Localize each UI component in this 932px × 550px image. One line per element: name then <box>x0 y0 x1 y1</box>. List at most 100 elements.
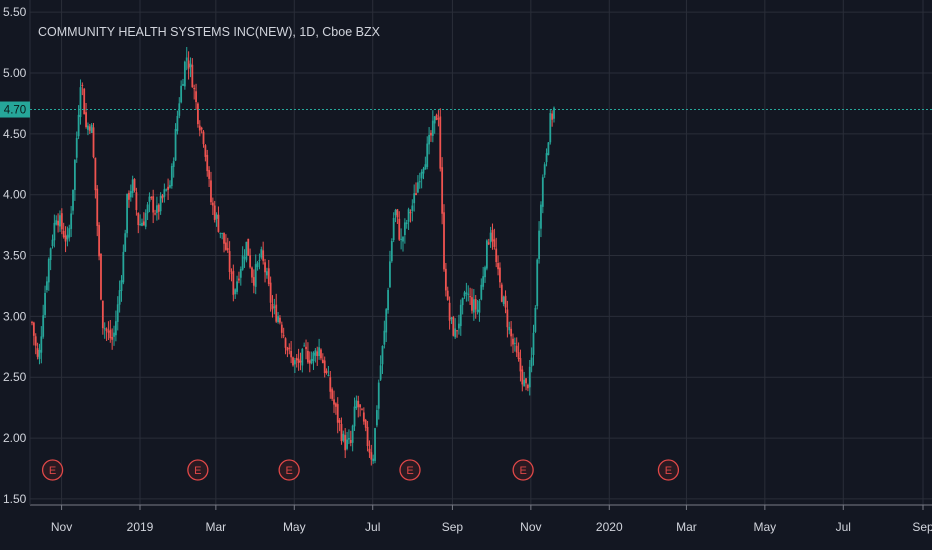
candle-body <box>320 349 322 359</box>
earnings-marker[interactable] <box>657 459 680 481</box>
candle-body <box>113 332 115 337</box>
candle-body <box>463 292 466 297</box>
candle-body <box>459 304 462 327</box>
candle-body <box>381 345 384 365</box>
candle-body <box>124 233 127 252</box>
candle-body <box>512 338 514 345</box>
candle-body <box>450 317 453 319</box>
candle-body <box>254 264 257 287</box>
candle-body <box>405 222 408 225</box>
candle-body <box>116 304 119 322</box>
candle-body <box>193 87 196 90</box>
chart-title: COMMUNITY HEALTH SYSTEMS INC(NEW), 1D, C… <box>38 25 381 39</box>
candle-body <box>167 186 169 190</box>
candle-body <box>135 192 138 211</box>
candle-body <box>424 164 427 170</box>
candle-body <box>400 238 403 240</box>
candle-body <box>476 309 479 312</box>
earnings-marker-label: E <box>406 465 413 477</box>
candle-body <box>420 171 423 179</box>
candle-body <box>156 205 158 213</box>
candle-body <box>389 261 391 288</box>
candle-body <box>51 239 54 246</box>
candle-body <box>375 410 378 426</box>
candle-body <box>513 342 516 344</box>
candle-body <box>422 168 425 174</box>
candle-body <box>36 348 39 357</box>
y-axis-ticks: 5.50 5.00 4.50 4.00 3.50 3.00 2.50 2.00 1.50 <box>3 5 27 506</box>
candle-body <box>472 299 475 313</box>
candle-body <box>307 350 309 363</box>
candle-body <box>517 352 520 359</box>
candle-body <box>497 263 499 270</box>
candle-body <box>215 214 218 219</box>
candle-body <box>551 113 554 120</box>
x-tick-label: Nov <box>51 520 72 534</box>
earnings-marker-label: E <box>665 465 672 477</box>
candle-body <box>118 290 121 305</box>
candle-body <box>493 239 496 247</box>
candle-body <box>230 272 233 274</box>
candle-body <box>489 232 492 243</box>
candle-body <box>88 126 91 131</box>
candle-body <box>98 225 101 257</box>
candle-body <box>60 213 63 230</box>
candle-body <box>68 228 71 238</box>
earnings-marker[interactable] <box>41 459 64 481</box>
candle-body <box>374 428 376 461</box>
candle-body <box>131 179 134 194</box>
candle-body <box>200 127 203 130</box>
vertical-gridlines <box>61 0 924 505</box>
candle-body <box>256 262 259 268</box>
candle-body <box>538 230 540 259</box>
candle-body <box>377 382 380 409</box>
candle-body <box>310 358 313 364</box>
candle-body <box>31 322 33 324</box>
candle-body <box>301 348 304 366</box>
candle-body <box>403 222 406 236</box>
candle-body <box>144 213 147 227</box>
candle-body <box>103 328 106 330</box>
candle-body <box>327 375 330 377</box>
candle-body <box>114 321 117 336</box>
candle-body <box>47 259 50 283</box>
candle-body <box>284 338 287 348</box>
candle-body <box>271 303 274 310</box>
candle-body <box>336 404 339 423</box>
candle-body <box>338 420 341 423</box>
candle-body <box>487 242 490 245</box>
earnings-marker[interactable] <box>187 459 209 481</box>
candle-body <box>195 91 197 103</box>
candle-body <box>129 191 132 198</box>
candle-body <box>499 267 501 283</box>
candle-body <box>418 181 421 183</box>
x-tick-label: May <box>283 520 306 534</box>
earnings-marker-label: E <box>49 465 56 477</box>
candle-body <box>245 241 248 261</box>
candle-body <box>202 131 205 145</box>
candle-body <box>228 251 231 273</box>
candle-body <box>407 209 410 222</box>
earnings-marker[interactable] <box>512 459 534 481</box>
candle-body <box>510 328 513 337</box>
candle-body <box>100 253 102 300</box>
candle-body <box>484 267 486 278</box>
candle-body <box>94 157 97 191</box>
x-tick-label: Sep <box>442 520 464 534</box>
earnings-marker[interactable] <box>278 459 300 481</box>
candle-body <box>77 114 80 137</box>
candle-body <box>161 195 164 199</box>
candle-body <box>109 329 112 339</box>
candle-body <box>527 384 529 389</box>
candle-body <box>126 193 128 234</box>
candles <box>31 46 555 466</box>
candle-body <box>340 423 343 442</box>
candle-body <box>329 377 332 392</box>
candle-body <box>348 438 350 440</box>
candle-body <box>157 204 160 212</box>
candle-body <box>428 134 430 145</box>
candle-body <box>243 257 246 259</box>
earnings-marker[interactable] <box>399 459 421 481</box>
candle-body <box>534 307 537 332</box>
